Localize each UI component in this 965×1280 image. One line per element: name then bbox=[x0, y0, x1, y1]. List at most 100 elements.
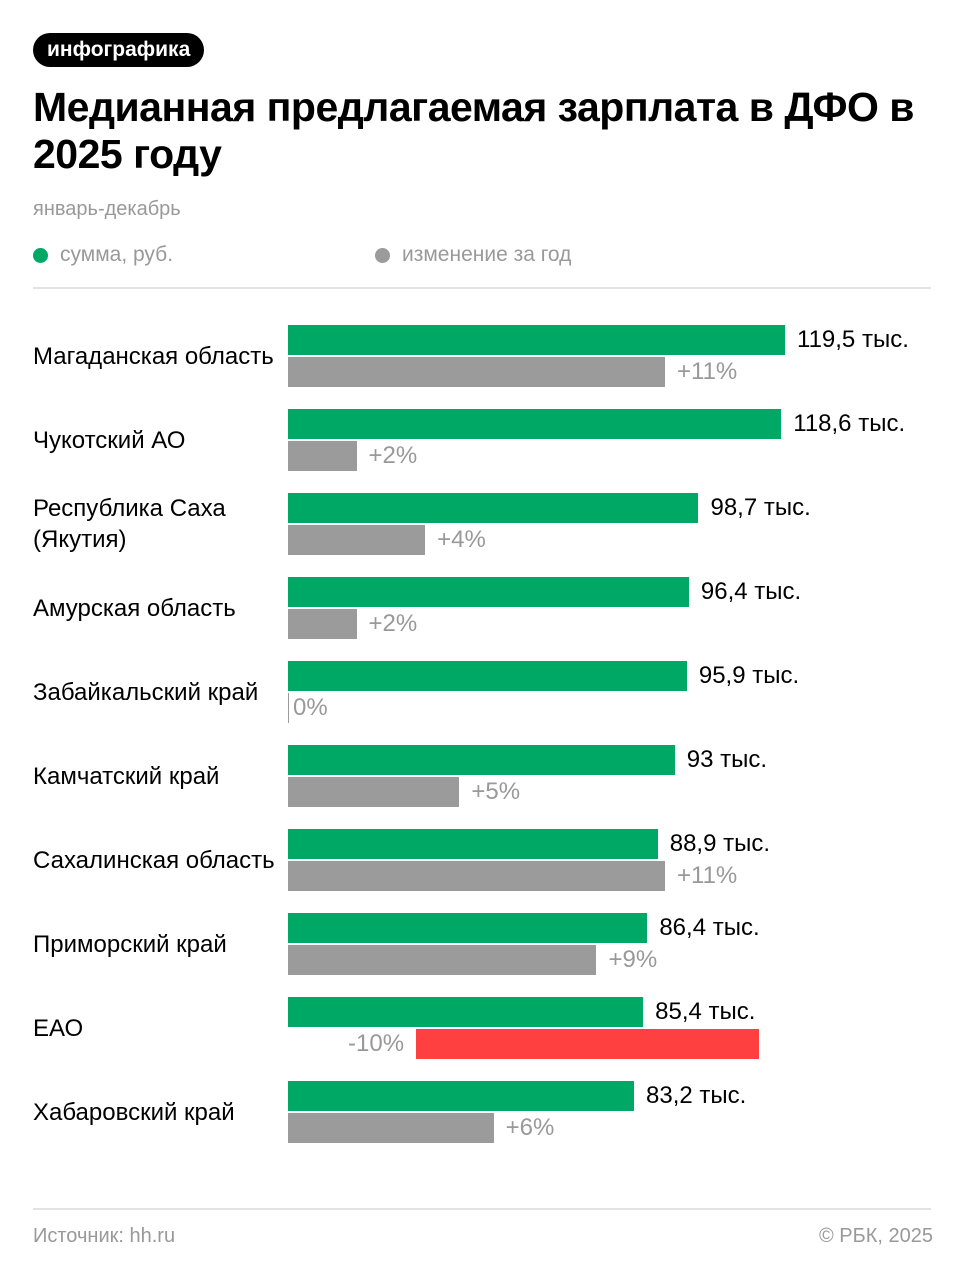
value-label: 118,6 тыс. bbox=[793, 410, 906, 437]
legend-dot bbox=[33, 247, 48, 263]
legend-item: изменение за год bbox=[375, 243, 571, 267]
bar-line: 85,4 тыс. bbox=[288, 997, 933, 1027]
row: Чукотский АО 118,6 тыс. +2% bbox=[33, 398, 933, 482]
tag: инфографика bbox=[33, 33, 205, 67]
bar-line: 83,2 тыс. bbox=[288, 1081, 933, 1111]
bar-line: 119,5 тыс. bbox=[288, 325, 933, 355]
bar-line: 96,4 тыс. bbox=[288, 577, 933, 607]
category-label: ЕАО bbox=[33, 1014, 84, 1042]
bar-line: 88,9 тыс. bbox=[288, 829, 933, 859]
bar-line: 93 тыс. bbox=[288, 745, 933, 775]
category-label: Хабаровский край bbox=[33, 1098, 235, 1126]
legend-label: изменение за год bbox=[402, 243, 572, 266]
category-label: Республика Саха (Якутия) bbox=[33, 495, 226, 553]
value-label: 96,4 тыс. bbox=[700, 578, 802, 605]
bar bbox=[288, 661, 687, 691]
bar bbox=[288, 745, 675, 775]
bar bbox=[288, 577, 689, 607]
category-label: Сахалинская область bbox=[33, 846, 275, 874]
value-label: 83,2 тыс. bbox=[646, 1082, 747, 1109]
row: Приморский край 86,4 тыс. +9% bbox=[33, 902, 933, 986]
bar-line: +11% bbox=[288, 357, 933, 387]
row: Магаданская область 119,5 тыс. +11% bbox=[33, 314, 933, 398]
bar-line: +9% bbox=[288, 945, 933, 975]
value-label: 88,9 тыс. bbox=[669, 830, 771, 857]
bar bbox=[288, 525, 426, 555]
bar bbox=[288, 1113, 494, 1143]
bar-line: +2% bbox=[288, 609, 933, 639]
bar bbox=[416, 1029, 759, 1059]
value-label: +6% bbox=[505, 1114, 555, 1141]
bar-line: +4% bbox=[288, 525, 933, 555]
bar bbox=[288, 409, 782, 439]
bar-group: 83,2 тыс. +6% bbox=[288, 1079, 933, 1145]
value-label: +9% bbox=[608, 946, 658, 973]
source: Источник: hh.ru bbox=[33, 1225, 176, 1247]
row: Сахалинская область 88,9 тыс. +11% bbox=[33, 818, 933, 902]
bar-group: 118,6 тыс. +2% bbox=[288, 407, 933, 473]
value-label: +2% bbox=[368, 442, 418, 469]
bar bbox=[288, 913, 648, 943]
bar bbox=[288, 441, 357, 471]
bar bbox=[288, 325, 785, 355]
bar bbox=[288, 777, 460, 807]
divider bbox=[33, 1208, 931, 1210]
category-label: Забайкальский край bbox=[33, 678, 259, 706]
row: Забайкальский край 95,9 тыс. 0% bbox=[33, 650, 933, 734]
value-label: 86,4 тыс. bbox=[659, 914, 760, 941]
bar bbox=[288, 945, 597, 975]
plot: Магаданская область 119,5 тыс. +11% Чукотск… bbox=[33, 314, 933, 1154]
category-label: Магаданская область bbox=[33, 342, 274, 370]
bar bbox=[288, 829, 658, 859]
bar-line: +11% bbox=[288, 861, 933, 891]
bar-group: 119,5 тыс. +11% bbox=[288, 323, 933, 389]
bar-group: 88,9 тыс. +11% bbox=[288, 827, 933, 893]
category-label: Приморский край bbox=[33, 930, 227, 958]
bar-line: +5% bbox=[288, 777, 933, 807]
row: Республика Саха (Якутия) 98,7 тыс. +4% bbox=[33, 482, 933, 566]
bar-line: +6% bbox=[288, 1113, 933, 1143]
legend-dot bbox=[375, 247, 390, 263]
value-label: +5% bbox=[471, 778, 521, 805]
bar bbox=[288, 997, 644, 1027]
bar bbox=[288, 357, 665, 387]
value-label: +4% bbox=[437, 526, 486, 553]
value-label: +11% bbox=[677, 862, 738, 889]
bar-line: 98,7 тыс. bbox=[288, 493, 933, 523]
value-label: 98,7 тыс. bbox=[710, 494, 811, 521]
bar-group: 98,7 тыс. +4% bbox=[288, 491, 933, 557]
legend-item: сумма, руб. bbox=[33, 243, 173, 267]
bar-line: 86,4 тыс. bbox=[288, 913, 933, 943]
bar-group: 96,4 тыс. +2% bbox=[288, 575, 933, 641]
value-label: +11% bbox=[677, 358, 738, 385]
bar bbox=[288, 609, 357, 639]
credit: © РБК, 2025 bbox=[818, 1225, 933, 1247]
value-label: -10% bbox=[348, 1030, 405, 1057]
category-label: Чукотский АО bbox=[33, 426, 186, 454]
category-label: Амурская область bbox=[33, 594, 236, 622]
legend-label: сумма, руб. bbox=[60, 243, 174, 266]
bar bbox=[288, 693, 289, 723]
chart-title: Медианная предлагаемая зарплата в ДФО в … bbox=[33, 84, 914, 177]
bar-line: -10% bbox=[288, 1029, 933, 1059]
row: Хабаровский край 83,2 тыс. +6% bbox=[33, 1070, 933, 1154]
bar-group: 86,4 тыс. +9% bbox=[288, 911, 933, 977]
row: Амурская область 96,4 тыс. +2% bbox=[33, 566, 933, 650]
row: ЕАО 85,4 тыс. -10% bbox=[33, 986, 933, 1070]
category-label: Камчатский край bbox=[33, 762, 220, 790]
value-label: 93 тыс. bbox=[686, 746, 768, 773]
value-label: 85,4 тыс. bbox=[655, 998, 756, 1025]
value-label: 95,9 тыс. bbox=[698, 662, 800, 689]
row: Камчатский край 93 тыс. +5% bbox=[33, 734, 933, 818]
bar-line: 95,9 тыс. bbox=[288, 661, 933, 691]
bar bbox=[288, 1081, 635, 1111]
divider bbox=[33, 287, 931, 289]
bar-line: 118,6 тыс. bbox=[288, 409, 933, 439]
subtitle: январь-декабрь bbox=[33, 198, 181, 220]
value-label: 119,5 тыс. bbox=[797, 326, 909, 353]
bar-line: 0% bbox=[288, 693, 933, 723]
value-label: 0% bbox=[293, 694, 328, 721]
bar bbox=[288, 861, 665, 891]
bar-line: +2% bbox=[288, 441, 933, 471]
